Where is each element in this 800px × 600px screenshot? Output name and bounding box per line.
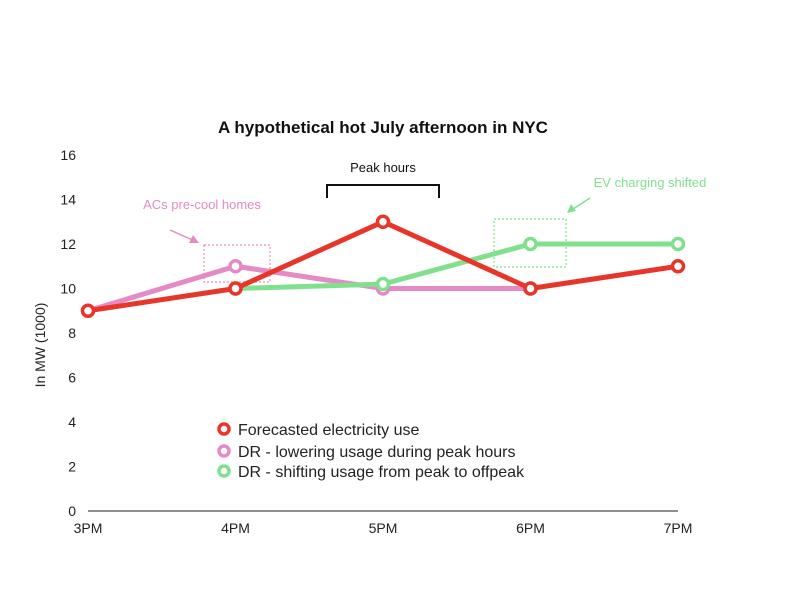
x-axis-ticks: 3PM 4PM 5PM 6PM 7PM xyxy=(74,520,693,536)
x-tick-label: 5PM xyxy=(369,520,398,536)
legend-marker xyxy=(217,464,231,478)
series-line xyxy=(85,219,681,314)
chart-title: A hypothetical hot July afternoon in NYC xyxy=(218,118,548,137)
data-point xyxy=(375,214,391,229)
data-point xyxy=(228,259,243,274)
y-axis-label: In MW (1000) xyxy=(32,303,48,388)
legend-label: DR - shifting usage from peak to offpeak xyxy=(238,464,525,481)
y-tick-label: 0 xyxy=(68,503,76,519)
data-point xyxy=(228,281,243,296)
x-tick-label: 7PM xyxy=(664,520,693,536)
series-line xyxy=(85,263,533,314)
y-tick-label: 4 xyxy=(68,414,76,430)
series-line xyxy=(233,241,681,291)
y-tick-label: 6 xyxy=(68,370,76,386)
x-tick-label: 6PM xyxy=(516,520,545,536)
legend-marker xyxy=(217,444,231,458)
y-tick-label: 8 xyxy=(68,325,76,341)
ev-annotation: EV charging shifted xyxy=(493,175,707,268)
y-tick-label: 16 xyxy=(60,147,76,163)
precool-label: ACs pre-cool homes xyxy=(143,197,261,212)
y-tick-label: 2 xyxy=(68,459,76,475)
series-2 xyxy=(228,236,686,296)
data-point xyxy=(523,281,538,296)
data-point xyxy=(80,303,96,318)
peak-hours-bracket xyxy=(326,184,440,198)
precool-arrowhead xyxy=(189,235,199,243)
ev-shift-label: EV charging shifted xyxy=(594,175,707,190)
data-point xyxy=(670,259,686,274)
data-point xyxy=(523,236,538,252)
x-tick-label: 4PM xyxy=(221,520,250,536)
legend-marker xyxy=(217,422,231,436)
y-tick-label: 12 xyxy=(60,236,76,252)
series-layer xyxy=(80,214,686,318)
legend-label: DR - lowering usage during peak hours xyxy=(238,444,515,461)
peak-hours-label: Peak hours xyxy=(350,160,416,175)
y-tick-label: 14 xyxy=(60,192,76,208)
series-0 xyxy=(80,214,686,318)
legend: Forecasted electricity use DR - lowering … xyxy=(217,422,525,481)
x-tick-label: 3PM xyxy=(74,520,103,536)
data-point xyxy=(375,276,391,292)
legend-label: Forecasted electricity use xyxy=(238,422,420,439)
peak-hours-annotation: Peak hours xyxy=(326,160,440,198)
y-axis-ticks: 0 2 4 6 8 10 12 14 16 xyxy=(60,147,76,519)
data-point xyxy=(670,236,686,252)
y-tick-label: 10 xyxy=(60,281,76,297)
ev-shift-arrowhead xyxy=(567,204,576,213)
